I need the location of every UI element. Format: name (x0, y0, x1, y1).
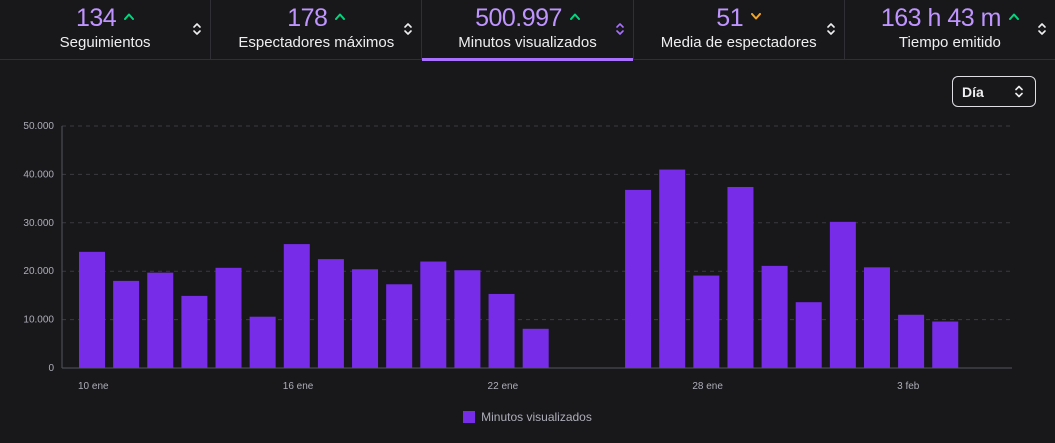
bar (317, 259, 344, 368)
trend-down-icon (751, 8, 762, 23)
x-tick-label: 22 ene (488, 381, 519, 392)
period-select-value: Día (962, 84, 984, 100)
stat-label: Minutos visualizados (458, 34, 597, 51)
bar (181, 295, 208, 368)
stat-label: Media de espectadores (660, 34, 817, 51)
bar (215, 267, 242, 368)
trend-up-icon (124, 8, 135, 23)
stat-value: 500.997 (475, 4, 562, 32)
legend-label: Minutos visualizados (481, 410, 592, 424)
trend-up-icon (1008, 8, 1019, 23)
bar (625, 189, 652, 368)
bar (79, 251, 105, 368)
stat-value: 178 (287, 4, 328, 32)
bar (249, 316, 276, 368)
stat-value: 51 (716, 4, 744, 32)
bar (113, 280, 140, 368)
stat-value-row: 178 (211, 4, 421, 33)
period-select[interactable]: Día (952, 76, 1036, 107)
sort-icon[interactable] (615, 21, 625, 37)
stat-tile-3[interactable]: 51 Media de espectadores (634, 0, 845, 60)
stat-tile-1[interactable]: 178 Espectadores máximos (211, 0, 423, 60)
stat-value-row: 51 (634, 4, 844, 33)
y-tick-label: 0 (48, 363, 54, 374)
bar (863, 267, 890, 368)
bar (147, 272, 174, 368)
y-tick-label: 20.000 (23, 266, 54, 277)
chevron-up-down-icon (1015, 85, 1023, 98)
stat-tile-4[interactable]: 163 h 43 m Tiempo emitido (845, 0, 1055, 60)
bar (352, 269, 379, 368)
bar (659, 169, 686, 368)
stat-label: Tiempo emitido (898, 34, 1001, 51)
bar (420, 261, 447, 368)
y-tick-label: 40.000 (23, 169, 54, 180)
y-tick-label: 30.000 (23, 218, 54, 229)
sort-icon[interactable] (403, 21, 413, 37)
x-tick-label: 3 feb (897, 381, 920, 392)
stat-value-row: 163 h 43 m (845, 4, 1055, 33)
stat-label: Seguimientos (59, 34, 151, 51)
bar (829, 221, 856, 368)
chart-legend[interactable]: Minutos visualizados (0, 410, 1055, 424)
bar (693, 275, 720, 368)
sort-icon[interactable] (826, 21, 836, 37)
bar (932, 321, 959, 368)
sort-icon[interactable] (1037, 21, 1047, 37)
sort-icon[interactable] (192, 21, 202, 37)
stats-bar: 134 Seguimientos 178 Espectadores máximos 50… (0, 0, 1055, 61)
bar (454, 270, 481, 368)
bar (898, 314, 925, 368)
stat-value-row: 134 (0, 4, 210, 33)
x-tick-label: 16 ene (283, 381, 314, 392)
stat-tile-2[interactable]: 500.997 Minutos visualizados (422, 0, 634, 61)
x-tick-label: 10 ene (78, 381, 109, 392)
x-tick-label: 28 ene (692, 381, 723, 392)
stat-value-row: 500.997 (422, 4, 632, 33)
bar (795, 302, 822, 368)
legend-swatch (463, 411, 476, 423)
bar (386, 284, 413, 368)
bar (761, 265, 788, 368)
bar (488, 293, 515, 368)
bar (727, 186, 754, 368)
stat-tile-0[interactable]: 134 Seguimientos (0, 0, 212, 60)
y-tick-label: 10.000 (23, 315, 54, 326)
stat-value: 134 (75, 4, 117, 32)
bar-chart: 0 10.000 20.000 30.000 40.000 50.000 10 ene 16 … (23, 121, 1012, 392)
trend-up-icon (569, 8, 580, 23)
y-tick-label: 50.000 (23, 121, 54, 132)
stat-label: Espectadores máximos (238, 34, 395, 51)
bar (522, 328, 549, 368)
trend-up-icon (335, 8, 346, 23)
stat-value: 163 h 43 m (880, 4, 1002, 32)
bar (283, 244, 310, 368)
